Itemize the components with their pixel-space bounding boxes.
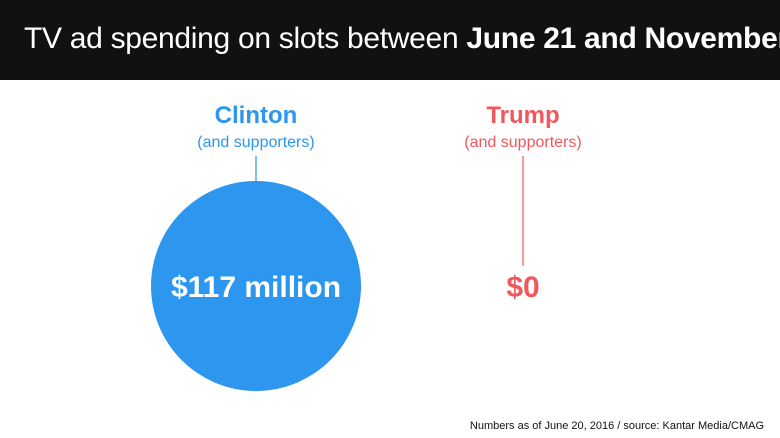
trump-label: Trump — [486, 102, 559, 129]
header-bar: TV ad spending on slots between June 21 … — [0, 0, 780, 80]
clinton-value-label: $117 million — [171, 271, 341, 304]
title-regular: TV ad spending on slots between — [24, 22, 459, 55]
bubble-chart: Clinton (and supporters) $117 million Trump… — [151, 102, 582, 391]
source-note: Numbers as of June 20, 2016 / source: Ka… — [469, 420, 764, 432]
clinton-subtitle: (and supporters) — [197, 134, 314, 151]
trump-value-label: $0 — [506, 271, 539, 304]
clinton-label: Clinton — [215, 102, 298, 129]
clinton-group: Clinton (and supporters) $117 million — [151, 102, 361, 391]
trump-subtitle: (and supporters) — [464, 134, 581, 151]
page-title: TV ad spending on slots between June 21 … — [24, 22, 780, 56]
clinton-bubble — [151, 181, 361, 391]
title-bold: June 21 and November 8 — [466, 22, 780, 55]
trump-group: Trump (and supporters) $0 — [464, 102, 581, 304]
